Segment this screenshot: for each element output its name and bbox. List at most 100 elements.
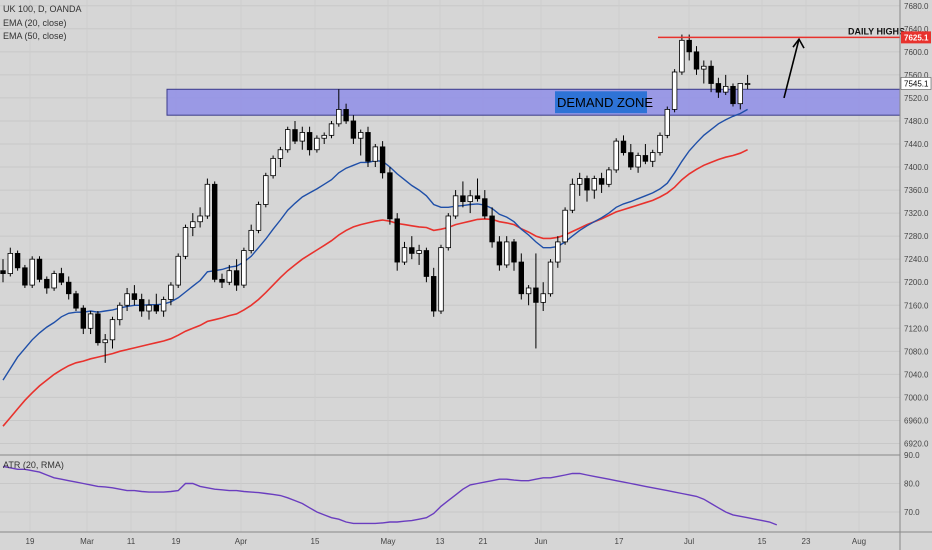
candle <box>124 287 130 312</box>
daily-highs-label: DAILY HIGHS <box>848 26 905 36</box>
candle-body <box>248 229 254 251</box>
candle-body <box>0 270 6 274</box>
candle <box>387 167 393 225</box>
candle <box>87 311 94 335</box>
candle <box>657 132 663 156</box>
atr-legend[interactable]: ATR (20, RMA) <box>3 460 64 470</box>
candle-body <box>460 195 466 202</box>
candle-body <box>394 218 400 263</box>
candle-body <box>197 215 203 223</box>
price-badge-last <box>900 77 932 90</box>
candle <box>248 224 254 254</box>
demand-zone-label: DEMAND ZONE <box>557 95 653 110</box>
candle <box>460 181 466 208</box>
candle <box>693 46 700 75</box>
candle-body <box>591 178 597 191</box>
candle <box>292 120 298 144</box>
candle-body <box>306 132 313 151</box>
candle-body <box>577 178 583 185</box>
candle-body <box>160 299 167 312</box>
candle <box>598 172 605 193</box>
time-tick-label: 13 <box>436 537 445 546</box>
candle <box>36 256 43 283</box>
price-axis-labels: 6920.0 6960.0 7000.0 7040.0 7080.0 7120.0 7160… <box>904 2 929 449</box>
candle <box>496 236 503 271</box>
time-tick-label: 15 <box>758 537 767 546</box>
candle-body <box>22 267 28 286</box>
candle <box>708 60 714 93</box>
price-tick-label: 7440.0 <box>904 140 929 149</box>
candle-body <box>533 287 539 303</box>
candle-body <box>175 255 181 286</box>
candle-body <box>664 109 670 136</box>
demand-zone <box>166 88 901 116</box>
price-badge-high <box>901 31 931 44</box>
candle <box>730 83 736 107</box>
candle <box>555 236 561 268</box>
candle <box>7 247 13 277</box>
candle-body <box>168 284 174 300</box>
candle <box>613 138 619 173</box>
candle <box>168 282 174 306</box>
time-tick-label: 19 <box>26 537 35 546</box>
candle <box>511 239 517 271</box>
candle <box>357 129 364 156</box>
candle <box>219 273 225 288</box>
candle <box>365 126 371 168</box>
time-tick-label: 11 <box>127 537 136 546</box>
time-tick-label: 21 <box>479 537 488 546</box>
price-tick-label: 6960.0 <box>904 416 929 425</box>
atr-tick-label: 90.0 <box>904 451 920 460</box>
candle <box>474 178 481 202</box>
time-axis-labels: 19 Mar 11 19 Apr 15 May 13 21 Jun 17 Jul 15 23 Aug <box>26 537 867 546</box>
candles <box>0 34 751 363</box>
candle-body <box>416 250 422 254</box>
candle <box>66 276 72 300</box>
candle <box>744 74 751 90</box>
candle-body <box>635 155 641 168</box>
candle-body <box>511 241 517 263</box>
candle <box>737 83 743 110</box>
candle-body <box>379 146 386 174</box>
symbol-legend[interactable]: UK 100, D, OANDA <box>3 4 82 14</box>
candle-body <box>365 132 371 162</box>
candle-body <box>737 83 743 105</box>
candle-body <box>336 109 342 125</box>
candle <box>58 267 65 286</box>
candle <box>394 213 400 271</box>
candle <box>467 190 473 214</box>
candle-body <box>211 183 218 280</box>
price-tick-label: 7400.0 <box>904 163 929 172</box>
candle-body <box>270 157 276 177</box>
candle-body <box>474 195 481 200</box>
candle <box>321 132 327 144</box>
price-tick-label: 6920.0 <box>904 439 929 448</box>
candle <box>372 143 378 168</box>
candle-body <box>555 241 561 263</box>
time-tick-label: Jun <box>535 537 548 546</box>
candle <box>44 276 50 294</box>
demand-zone-label-bg <box>555 91 647 114</box>
candle <box>299 126 305 150</box>
candle-body <box>153 304 159 312</box>
price-tick-label: 7360.0 <box>904 186 929 195</box>
ema50-legend[interactable]: EMA (50, close) <box>3 31 67 41</box>
candle-body <box>66 281 72 295</box>
candle <box>95 311 101 346</box>
candle <box>482 190 488 219</box>
candle <box>284 126 291 153</box>
candle-body <box>58 273 65 283</box>
candle-body <box>7 253 13 274</box>
price-tick-label: 7640.0 <box>904 25 929 34</box>
ema20-legend[interactable]: EMA (20, close) <box>3 18 67 28</box>
price-tick-label: 7280.0 <box>904 232 929 241</box>
candle <box>379 141 386 179</box>
candle <box>438 244 444 314</box>
candle <box>686 34 692 61</box>
candle-body <box>328 123 335 136</box>
candle-body <box>204 183 211 217</box>
candle <box>671 69 678 113</box>
candle <box>117 302 123 326</box>
candle-body <box>540 293 546 303</box>
candle <box>153 293 159 314</box>
